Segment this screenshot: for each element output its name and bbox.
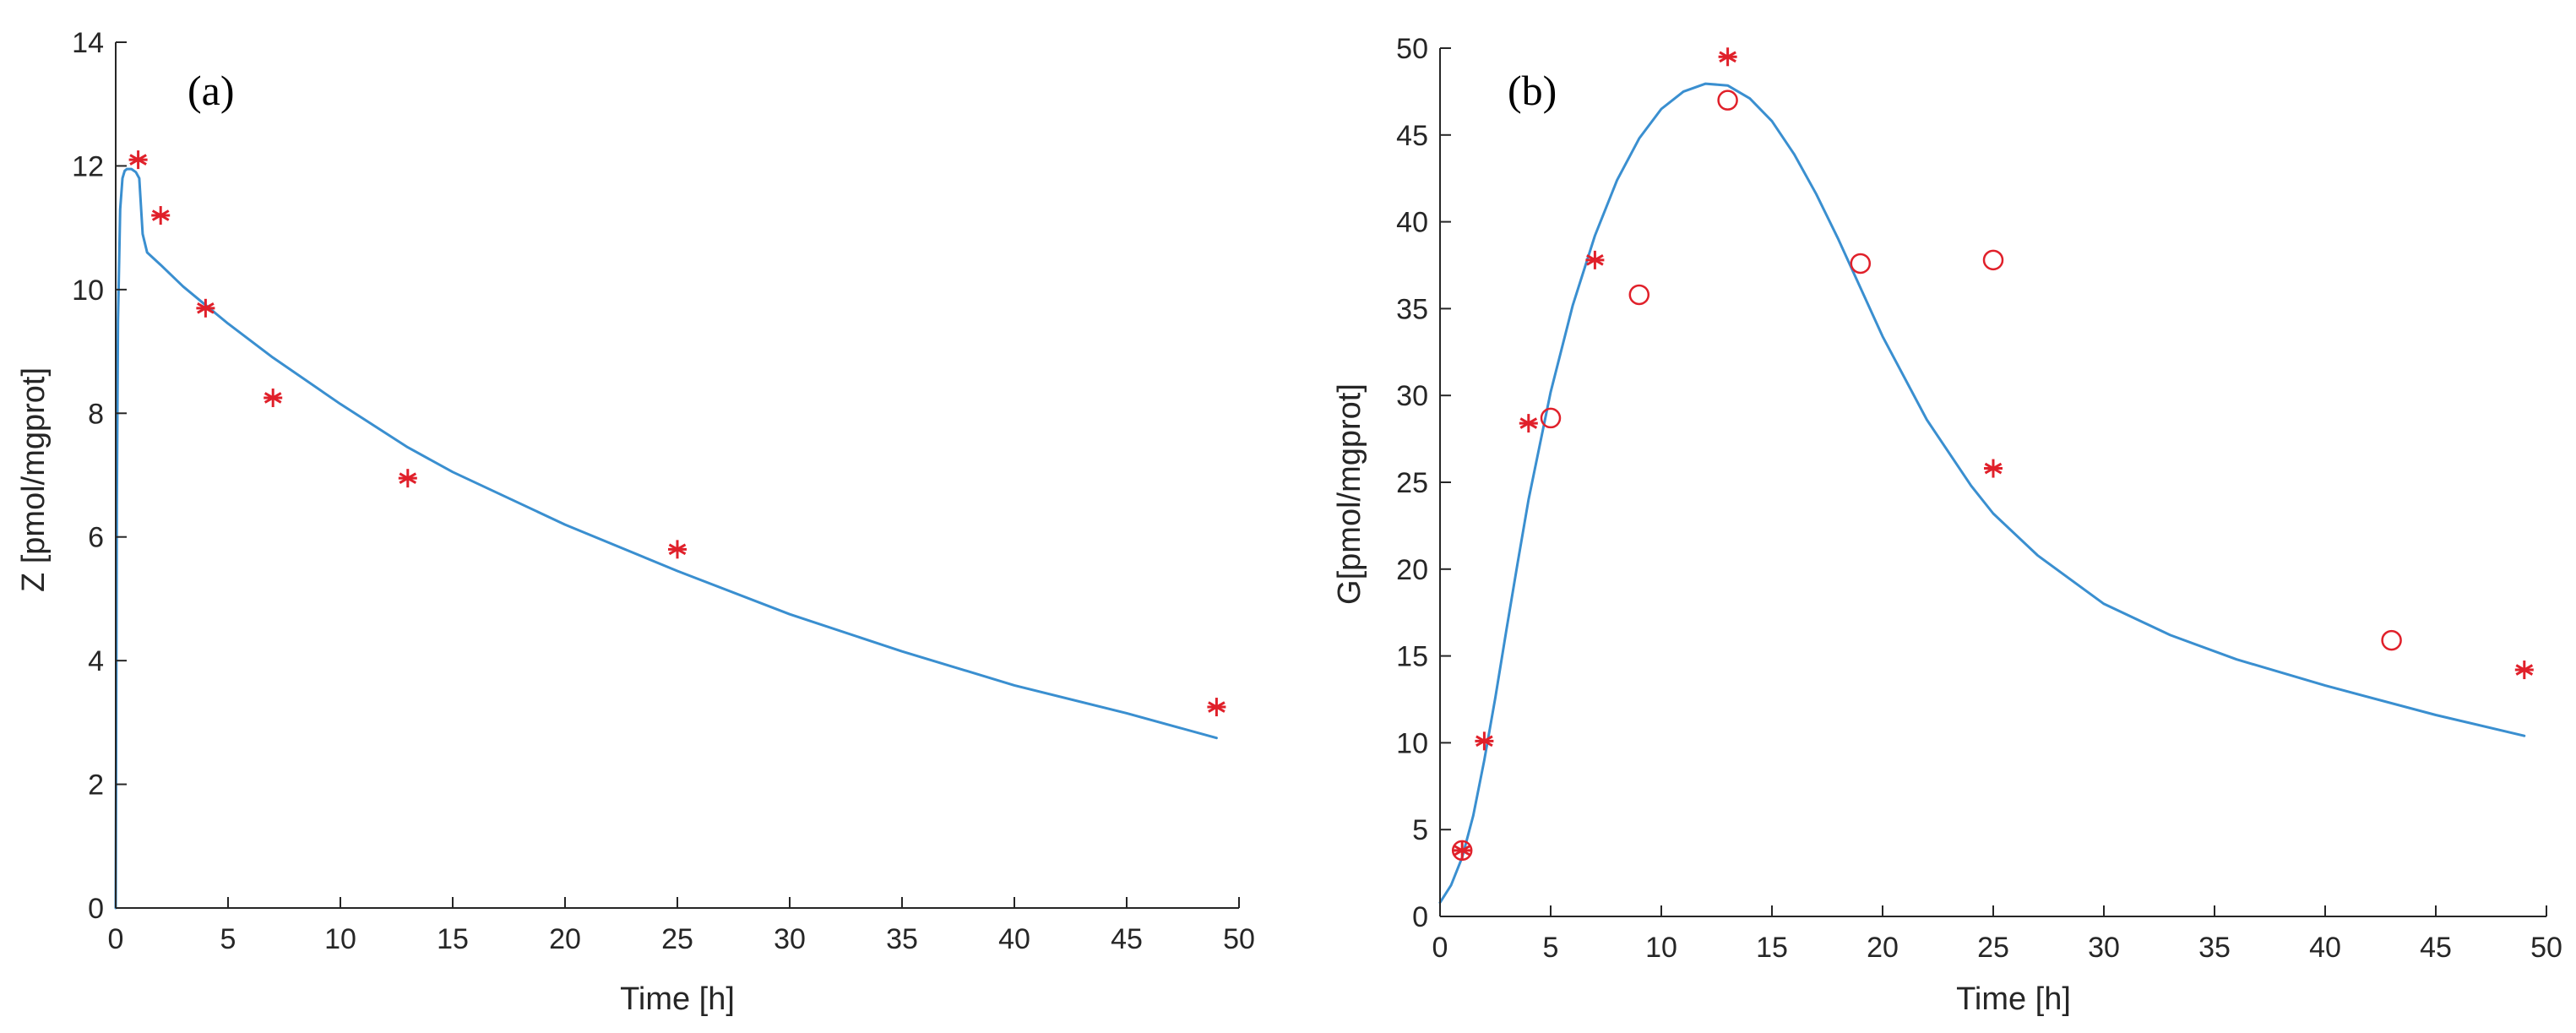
panel-a-asterisk-marker <box>264 388 283 407</box>
panel-b-x-tick-label: 35 <box>2198 932 2231 964</box>
panel-a-asterisk-marker <box>196 298 215 318</box>
panel-b-model-curve <box>1438 82 2526 905</box>
panel-b-x-tick-label: 5 <box>1543 932 1559 964</box>
panel-b-asterisk-marker <box>2514 661 2534 680</box>
panel-a-y-tick-label: 0 <box>88 893 104 925</box>
panel-a: 0 5 10 15 20 25 30 35 40 45 50 0 2 4 6 8 10 12 14 (a) Time… <box>16 27 1255 1017</box>
panel-b-x-tick-label: 25 <box>1977 932 2009 964</box>
panel-b-y-tick-label: 15 <box>1396 641 1428 673</box>
panel-b-label: (b) <box>1508 67 1557 114</box>
panel-b-y-tick-label: 25 <box>1396 467 1428 499</box>
panel-a-asterisk-marker <box>1207 698 1226 717</box>
panel-a-x-tick-label: 15 <box>437 923 469 955</box>
panel-a-y-tick-label: 12 <box>72 150 104 182</box>
panel-a-label: (a) <box>187 67 235 114</box>
panel-b-circle-marker <box>1850 253 1872 275</box>
panel-b-x-tick-label: 30 <box>2088 932 2120 964</box>
panel-a-x-tick-label: 45 <box>1111 923 1143 955</box>
panel-a-marks <box>114 150 1226 910</box>
panel-b-asterisk-marker <box>1718 47 1737 67</box>
panel-b: 0 5 10 15 20 25 30 35 40 45 50 0 5 10 15 20 25 30 35 40 45 50… <box>1332 33 2562 1017</box>
panel-a-x-tick-label: 50 <box>1223 923 1255 955</box>
panel-a-y-tick-label: 10 <box>72 275 104 307</box>
panel-a-y-tick-label: 4 <box>88 645 104 677</box>
panel-b-circle-marker <box>2381 629 2402 651</box>
panel-b-x-tick-label: 50 <box>2530 932 2562 964</box>
panel-b-x-tick-label: 0 <box>1432 932 1448 964</box>
panel-b-x-tick-label: 15 <box>1756 932 1788 964</box>
panel-b-y-tick-label: 50 <box>1396 33 1428 65</box>
panel-b-y-tick-label: 10 <box>1396 727 1428 759</box>
panel-a-x-tick-label: 25 <box>661 923 693 955</box>
panel-a-model-curve <box>114 167 1218 910</box>
panel-a-asterisk-marker <box>151 206 171 225</box>
panel-b-y-tick-label: 40 <box>1396 207 1428 239</box>
panel-a-y-tick-label: 2 <box>88 769 104 802</box>
panel-b-circle-marker <box>1717 90 1738 111</box>
panel-b-axes: 0 5 10 15 20 25 30 35 40 45 50 0 5 10 15 20 25 30 35 40 45 50 <box>1396 33 2562 964</box>
panel-a-asterisk-marker <box>398 469 417 488</box>
panel-b-circle-marker <box>1451 840 1473 862</box>
panel-b-y-tick-label: 35 <box>1396 293 1428 325</box>
panel-b-asterisk-marker <box>1984 459 2003 478</box>
panel-b-asterisk-marker <box>1453 840 1472 860</box>
panel-b-y-tick-label: 0 <box>1412 901 1428 933</box>
panel-b-x-tick-label: 20 <box>1867 932 1899 964</box>
panel-a-asterisk-marker <box>668 540 687 559</box>
panel-b-y-tick-label: 30 <box>1396 380 1428 412</box>
panel-b-y-axis-title: G[pmol/mgprot] <box>1332 383 1367 605</box>
panel-b-y-tick-label: 45 <box>1396 120 1428 152</box>
panel-a-asterisk-marker <box>128 150 148 170</box>
panel-b-x-axis-title: Time [h] <box>1956 981 2071 1017</box>
panel-a-y-tick-label: 8 <box>88 398 104 430</box>
panel-a-y-tick-label: 14 <box>72 27 104 59</box>
panel-b-circle-marker <box>1540 407 1562 429</box>
panel-b-asterisk-marker <box>1585 250 1605 269</box>
panel-a-x-tick-label: 5 <box>220 923 236 955</box>
panel-a-x-axis-title: Time [h] <box>620 981 735 1017</box>
panel-a-x-tick-label: 30 <box>774 923 806 955</box>
panel-b-x-tick-label: 10 <box>1645 932 1677 964</box>
panel-a-x-tick-label: 0 <box>108 923 124 955</box>
panel-b-marks <box>1438 47 2534 905</box>
panel-b-circle-marker <box>1628 284 1650 306</box>
panel-b-y-tick-label: 20 <box>1396 554 1428 586</box>
panel-a-x-tick-label: 35 <box>886 923 918 955</box>
panel-a-x-tick-label: 20 <box>549 923 581 955</box>
panel-a-x-tick-label: 40 <box>998 923 1030 955</box>
panel-b-x-tick-label: 45 <box>2420 932 2452 964</box>
panel-b-x-tick-label: 40 <box>2309 932 2341 964</box>
panel-b-circle-marker <box>1982 249 2004 271</box>
panel-a-y-axis-title: Z [pmol/mgprot] <box>16 367 52 592</box>
panel-b-asterisk-marker <box>1519 414 1538 433</box>
panel-a-y-tick-label: 6 <box>88 522 104 554</box>
panel-b-asterisk-marker <box>1475 731 1494 751</box>
panel-b-y-tick-label: 5 <box>1412 814 1428 846</box>
panel-a-axes: 0 5 10 15 20 25 30 35 40 45 50 0 2 4 6 8 10 12 14 <box>72 27 1255 955</box>
panel-a-x-tick-label: 10 <box>324 923 356 955</box>
